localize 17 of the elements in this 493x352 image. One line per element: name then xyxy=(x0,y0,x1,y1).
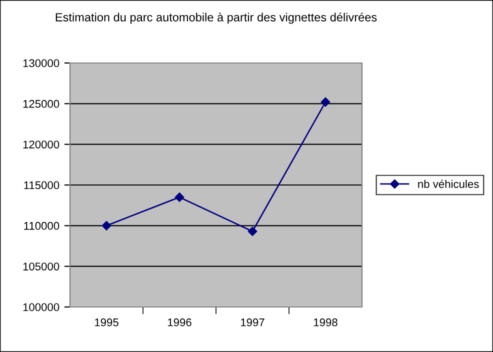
y-tick-label: 105000 xyxy=(23,262,60,270)
x-tick-label: 1995 xyxy=(94,318,118,326)
y-tick-label: 115000 xyxy=(24,181,60,190)
chart-title: Estimation du parc automobile à partir des vignettes délivrées xyxy=(56,12,377,24)
point xyxy=(248,226,258,236)
y-tick-label: 110000 xyxy=(24,222,60,230)
x-tick-label: 1998 xyxy=(314,318,338,326)
y-tick-label: 100000 xyxy=(23,303,60,312)
x-tick-label: 1997 xyxy=(240,318,264,326)
y-tick-label: 125000 xyxy=(23,100,60,108)
x-tick-label: 1996 xyxy=(168,318,192,326)
legend-label: nb véhicules xyxy=(418,180,479,188)
y-tick-label: 120000 xyxy=(23,140,60,148)
point xyxy=(102,221,112,230)
point xyxy=(174,192,184,202)
point xyxy=(320,97,330,107)
y-tick-label: 130000 xyxy=(23,59,60,68)
